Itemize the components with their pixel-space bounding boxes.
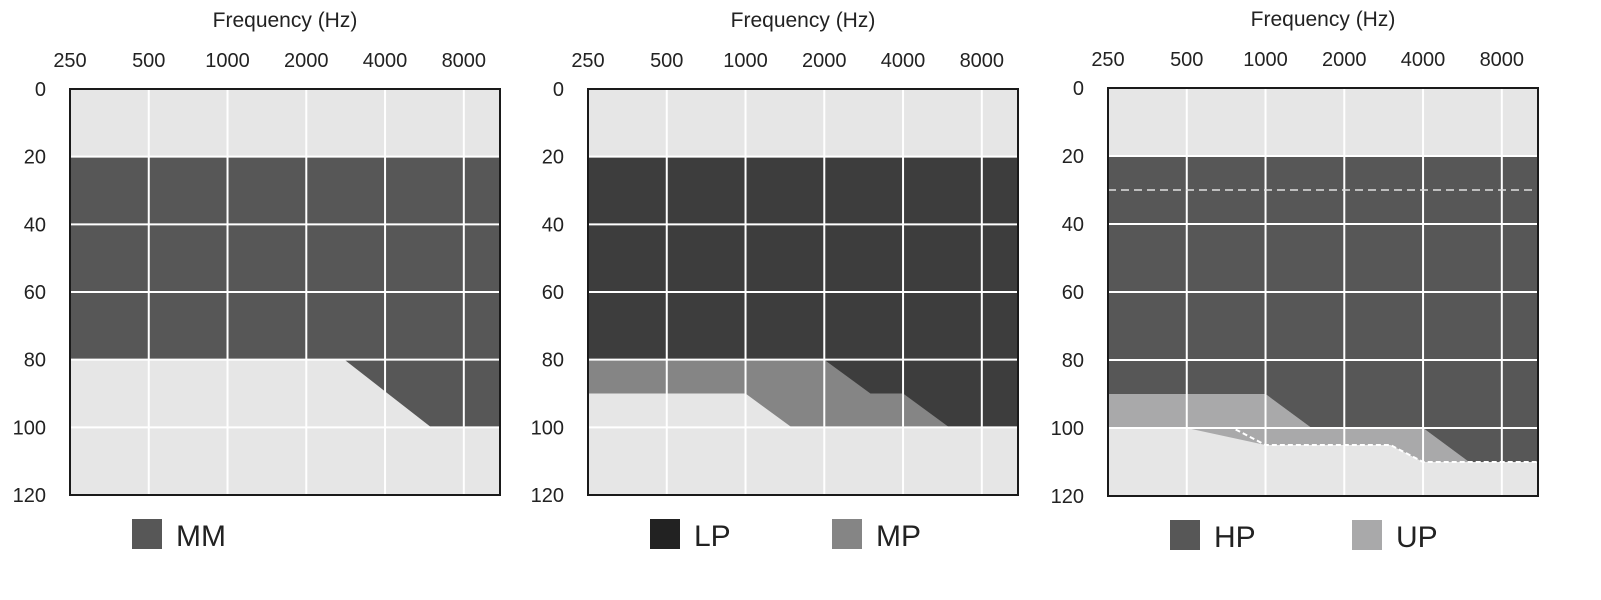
x-tick-label: 8000 — [960, 50, 1005, 72]
x-tick-label: 4000 — [363, 50, 408, 72]
x-tick-label: 500 — [1170, 49, 1203, 71]
legend-item-up: UP — [1352, 520, 1438, 554]
y-tick-label: 120 — [531, 485, 564, 507]
legend-label: LP — [694, 520, 731, 553]
plot-frame — [1107, 87, 1539, 497]
legend-item-mp: MP — [832, 519, 921, 553]
legend-item-lp: LP — [650, 519, 731, 553]
plot-frame — [69, 88, 501, 496]
x-tick-label: 1000 — [205, 50, 250, 72]
y-tick-label: 60 — [542, 282, 564, 304]
legend-swatch — [832, 519, 862, 549]
y-tick-label: 40 — [24, 214, 46, 236]
x-axis-label: Frequency (Hz) — [731, 9, 876, 32]
y-tick-label: 80 — [24, 350, 46, 372]
series-region-hp — [1108, 156, 1538, 462]
x-tick-label: 1000 — [723, 50, 768, 72]
y-tick-label: 120 — [13, 485, 46, 507]
y-tick-label: 100 — [13, 417, 46, 439]
y-tick-label: 80 — [1062, 350, 1084, 372]
x-tick-label: 250 — [571, 50, 604, 72]
plot-frame — [587, 88, 1019, 496]
audiogram-panel-1: 250 500 1000 2000 4000 8000 0 20 40 60 80 100 120 Fre… — [13, 9, 501, 553]
dashed-threshold-line — [1108, 427, 1538, 463]
y-tick-label: 40 — [1062, 214, 1084, 236]
legend-label: HP — [1214, 521, 1256, 554]
x-tick-label: 500 — [132, 50, 165, 72]
y-tick-label: 20 — [24, 147, 46, 169]
x-tick-label: 250 — [53, 50, 86, 72]
x-tick-label: 8000 — [442, 50, 487, 72]
x-axis-label: Frequency (Hz) — [1251, 8, 1396, 31]
y-tick-label: 0 — [1073, 78, 1084, 100]
x-tick-label: 2000 — [1322, 49, 1367, 71]
y-tick-label: 0 — [35, 79, 46, 101]
legend-swatch — [132, 519, 162, 549]
legend-swatch — [1170, 520, 1200, 550]
legend-item-hp: HP — [1170, 520, 1256, 554]
legend-item-mm: MM — [132, 519, 226, 553]
legend-swatch — [650, 519, 680, 549]
x-tick-label: 8000 — [1480, 49, 1525, 71]
y-tick-label: 0 — [553, 79, 564, 101]
x-axis-label: Frequency (Hz) — [213, 9, 358, 32]
x-tick-label: 1000 — [1243, 49, 1288, 71]
x-tick-label: 250 — [1091, 49, 1124, 71]
y-tick-label: 100 — [1051, 418, 1084, 440]
y-tick-label: 120 — [1051, 486, 1084, 508]
x-tick-label: 4000 — [1401, 49, 1446, 71]
x-tick-label: 2000 — [802, 50, 847, 72]
audiogram-panel-3: 250 500 1000 2000 4000 8000 0 20 40 60 80 100 120 Fre… — [1051, 8, 1539, 554]
legend-swatch — [1352, 520, 1382, 550]
y-tick-label: 40 — [542, 214, 564, 236]
y-tick-label: 20 — [1062, 146, 1084, 168]
x-tick-label: 500 — [650, 50, 683, 72]
legend-label: UP — [1396, 521, 1438, 554]
x-tick-label: 4000 — [881, 50, 926, 72]
legend-label: MM — [176, 520, 226, 553]
x-tick-label: 2000 — [284, 50, 329, 72]
audiogram-panel-2: 250 500 1000 2000 4000 8000 0 20 40 60 80 100 120 Fre… — [531, 9, 1019, 553]
legend-label: MP — [876, 520, 921, 553]
y-tick-label: 80 — [542, 350, 564, 372]
y-tick-label: 100 — [531, 417, 564, 439]
y-tick-label: 60 — [1062, 282, 1084, 304]
y-tick-label: 60 — [24, 282, 46, 304]
y-tick-label: 20 — [542, 147, 564, 169]
